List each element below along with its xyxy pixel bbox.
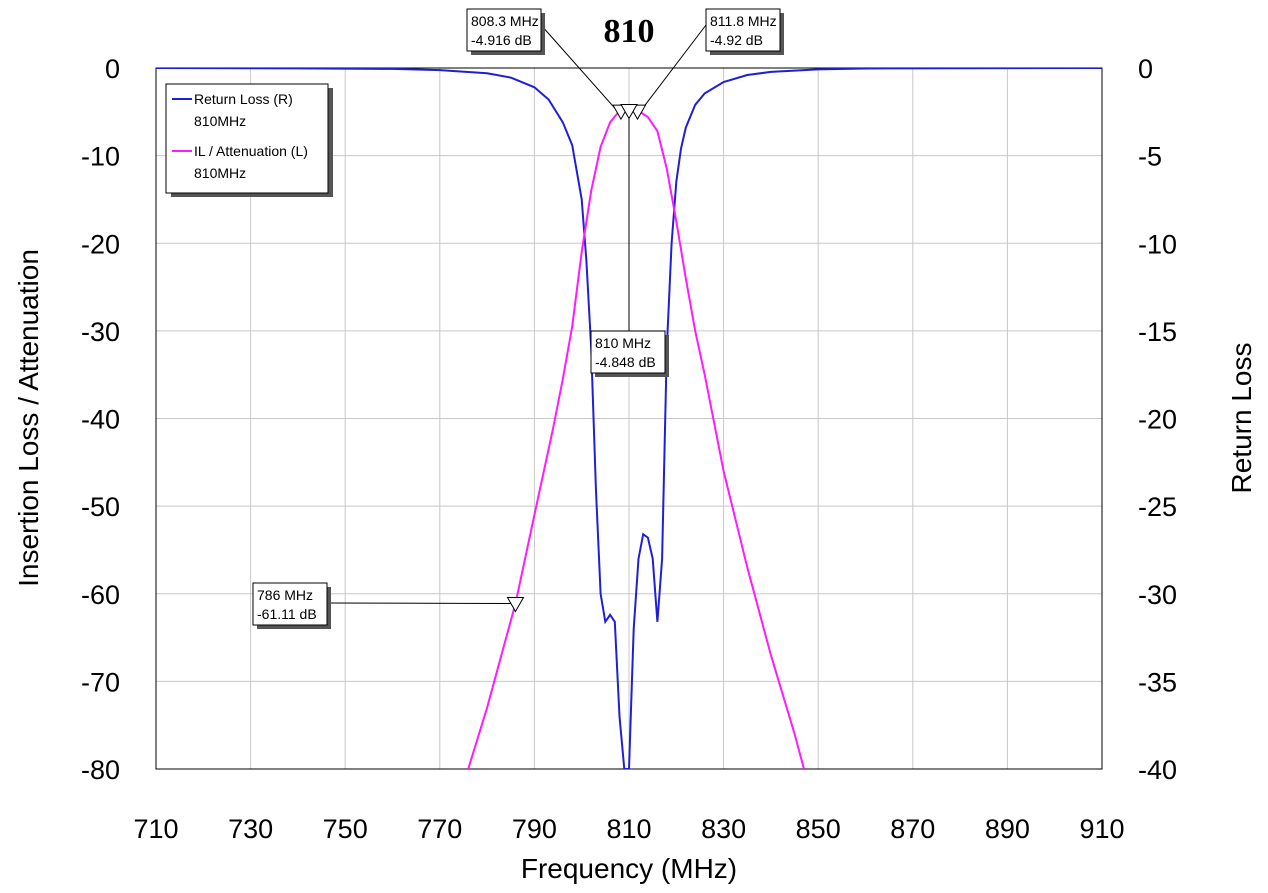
y-left-tick-label: -60: [81, 580, 120, 610]
x-tick-label: 910: [1079, 814, 1124, 844]
y-right-tick-labels: 0 -5 -10 -15 -20 -25 -30 -35 -40: [1138, 54, 1177, 785]
marker-3: 786 MHz -61.11 dB: [252, 582, 525, 629]
x-tick-label: 770: [417, 814, 462, 844]
x-tick-label: 730: [228, 814, 273, 844]
y-left-tick-label: -20: [81, 229, 120, 259]
y-right-tick-label: -25: [1138, 492, 1177, 522]
legend-sub-return-loss: 810MHz: [194, 113, 246, 129]
marker-box: [466, 8, 542, 52]
return-loss-curve: [156, 68, 1102, 769]
y-right-tick-label: -20: [1138, 405, 1177, 435]
x-tick-label: 850: [796, 814, 841, 844]
marker-frequency: 810 MHz: [595, 335, 651, 351]
marker-value: -4.916 dB: [471, 32, 532, 48]
y-left-tick-label: -50: [81, 492, 120, 522]
marker-frequency: 786 MHz: [257, 587, 313, 603]
marker-box: [252, 582, 328, 626]
y-left-tick-label: -70: [81, 667, 120, 697]
marker-value: -61.11 dB: [257, 606, 317, 622]
marker-triangle-icon: [506, 596, 525, 613]
legend: Return Loss (R) 810MHz IL / Attenuation …: [165, 83, 333, 197]
y-right-tick-label: -10: [1138, 229, 1177, 259]
insertion-loss-curve: [467, 109, 805, 769]
marker-box: [705, 8, 781, 52]
x-tick-label: 750: [323, 814, 368, 844]
legend-label-return-loss: Return Loss (R): [194, 91, 293, 107]
y-left-tick-labels: 0 -10 -20 -30 -40 -50 -60 -70 -80: [81, 54, 120, 785]
marker-frequency: 808.3 MHz: [471, 13, 539, 29]
x-tick-label: 810: [606, 814, 651, 844]
x-tick-label: 790: [512, 814, 557, 844]
x-tick-label: 870: [890, 814, 935, 844]
y-right-tick-label: -40: [1138, 755, 1177, 785]
y-left-tick-label: -30: [81, 317, 120, 347]
marker-box: [590, 330, 666, 374]
y-right-tick-label: -15: [1138, 317, 1177, 347]
marker-value: -4.848 dB: [595, 354, 656, 370]
grid: [156, 68, 1102, 769]
marker-frequency: 811.8 MHz: [710, 13, 777, 29]
chart-title: 810: [604, 13, 655, 50]
y-right-tick-label: -35: [1138, 667, 1177, 697]
y-left-axis-title: Insertion Loss / Attenuation: [13, 249, 44, 587]
x-tick-label: 890: [985, 814, 1030, 844]
y-left-tick-label: -10: [81, 142, 120, 172]
x-tick-labels: 710 730 750 770 790 810 830 850 870 890 910: [133, 814, 1124, 844]
marker-value: -4.92 dB: [710, 32, 763, 48]
x-tick-label: 710: [133, 814, 178, 844]
marker-triangle-icon: [620, 103, 638, 120]
y-right-tick-label: -30: [1138, 580, 1177, 610]
y-right-tick-label: -5: [1138, 142, 1162, 172]
x-tick-label: 830: [701, 814, 746, 844]
marker-2: 810 MHz -4.848 dB: [590, 103, 669, 377]
y-left-tick-label: -80: [81, 755, 120, 785]
marker-1: 811.8 MHz -4.92 dB: [628, 8, 784, 121]
y-left-tick-label: -40: [81, 405, 120, 435]
x-axis-title: Frequency (MHz): [521, 853, 737, 884]
y-right-axis-title: Return Loss: [1226, 343, 1257, 494]
y-left-tick-label: 0: [105, 54, 120, 84]
y-right-tick-label: 0: [1138, 54, 1153, 84]
markers: 808.3 MHz -4.916 dB 811.8 MHz -4.92 dB 810 M…: [252, 8, 784, 629]
marker-leader-line: [540, 24, 622, 116]
legend-sub-il: 810MHz: [194, 165, 246, 181]
legend-label-il: IL / Attenuation (L): [194, 143, 308, 159]
marker-0: 808.3 MHz -4.916 dB: [466, 8, 630, 121]
marker-leader-line: [637, 24, 707, 116]
